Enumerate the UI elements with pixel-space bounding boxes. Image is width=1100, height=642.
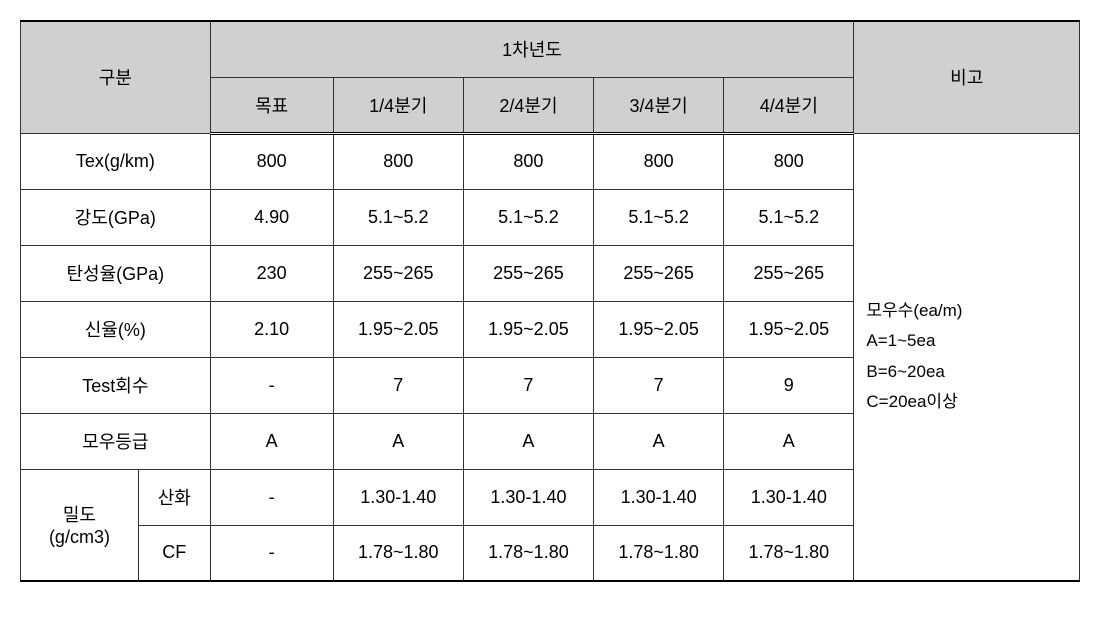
- cell-value: 5.1~5.2: [724, 189, 854, 245]
- cell-value: 800: [210, 133, 333, 189]
- cell-value: 1.30-1.40: [463, 469, 593, 525]
- row-label-oxidation: 산화: [138, 469, 210, 525]
- cell-value: 1.78~1.80: [333, 525, 463, 581]
- cell-value: 1.95~2.05: [594, 301, 724, 357]
- header-note: 비고: [854, 21, 1080, 133]
- note-line: 모우수(ea/m): [866, 301, 962, 320]
- cell-value: 5.1~5.2: [333, 189, 463, 245]
- note-line: A=1~5ea: [866, 331, 935, 350]
- cell-value: 9: [724, 357, 854, 413]
- cell-value: 1.95~2.05: [463, 301, 593, 357]
- row-label-density: 밀도(g/cm3): [21, 469, 139, 581]
- row-label-modulus: 탄성율(GPa): [21, 245, 211, 301]
- cell-value: 255~265: [594, 245, 724, 301]
- cell-value: 800: [724, 133, 854, 189]
- cell-value: 5.1~5.2: [463, 189, 593, 245]
- cell-value: 800: [463, 133, 593, 189]
- cell-value: 800: [594, 133, 724, 189]
- note-line: B=6~20ea: [866, 362, 944, 381]
- header-q1: 1/4분기: [333, 77, 463, 133]
- table-row: Tex(g/km) 800 800 800 800 800 모우수(ea/m) …: [21, 133, 1080, 189]
- header-q4: 4/4분기: [724, 77, 854, 133]
- header-q3: 3/4분기: [594, 77, 724, 133]
- cell-value: A: [210, 413, 333, 469]
- cell-value: 4.90: [210, 189, 333, 245]
- cell-value: 255~265: [463, 245, 593, 301]
- note-line: C=20ea이상: [866, 392, 957, 411]
- cell-value: -: [210, 469, 333, 525]
- cell-value: A: [724, 413, 854, 469]
- row-label-test-count: Test회수: [21, 357, 211, 413]
- row-label-grade: 모우등급: [21, 413, 211, 469]
- cell-value: 1.78~1.80: [463, 525, 593, 581]
- cell-value: 1.95~2.05: [724, 301, 854, 357]
- cell-value: 1.95~2.05: [333, 301, 463, 357]
- data-table: 구분 1차년도 비고 목표 1/4분기 2/4분기 3/4분기 4/4분기 Te…: [20, 20, 1080, 582]
- header-category: 구분: [21, 21, 211, 133]
- cell-value: 255~265: [333, 245, 463, 301]
- header-target: 목표: [210, 77, 333, 133]
- header-year1: 1차년도: [210, 21, 854, 77]
- row-label-cf: CF: [138, 525, 210, 581]
- cell-value: 7: [463, 357, 593, 413]
- cell-value: A: [333, 413, 463, 469]
- cell-value: 1.30-1.40: [333, 469, 463, 525]
- cell-value: 5.1~5.2: [594, 189, 724, 245]
- cell-value: 2.10: [210, 301, 333, 357]
- cell-value: 7: [594, 357, 724, 413]
- cell-value: 800: [333, 133, 463, 189]
- cell-value: 1.30-1.40: [724, 469, 854, 525]
- row-label-strength: 강도(GPa): [21, 189, 211, 245]
- cell-value: A: [594, 413, 724, 469]
- cell-value: 255~265: [724, 245, 854, 301]
- row-label-tex: Tex(g/km): [21, 133, 211, 189]
- cell-value: -: [210, 525, 333, 581]
- row-label-elongation: 신율(%): [21, 301, 211, 357]
- cell-value: 7: [333, 357, 463, 413]
- header-q2: 2/4분기: [463, 77, 593, 133]
- cell-value: 1.30-1.40: [594, 469, 724, 525]
- cell-value: 230: [210, 245, 333, 301]
- cell-value: -: [210, 357, 333, 413]
- note-cell: 모우수(ea/m) A=1~5ea B=6~20ea C=20ea이상: [854, 133, 1080, 581]
- cell-value: A: [463, 413, 593, 469]
- cell-value: 1.78~1.80: [724, 525, 854, 581]
- cell-value: 1.78~1.80: [594, 525, 724, 581]
